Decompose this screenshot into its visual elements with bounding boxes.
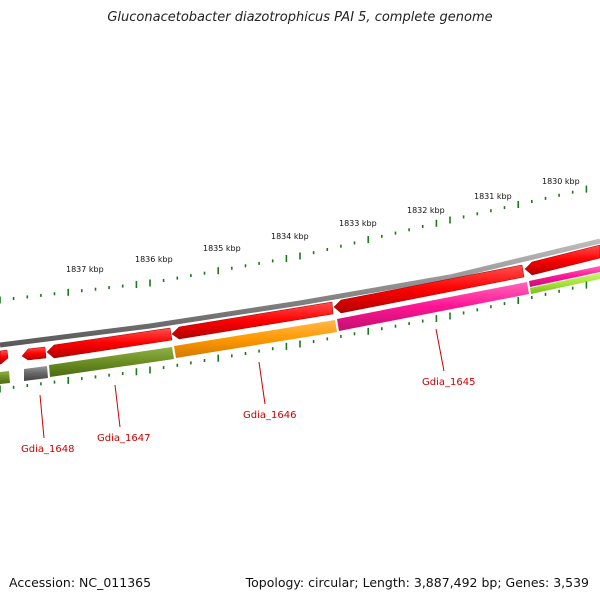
ruler-label: 1830 kbp	[542, 177, 580, 186]
ruler-label: 1832 kbp	[407, 206, 445, 215]
ruler-labels: 1837 kbp 1836 kbp 1835 kbp 1834 kbp 1833 kbp…	[66, 177, 580, 274]
ruler-ticks-inner	[0, 281, 588, 393]
gene-labels: Gdia_1648 Gdia_1647 Gdia_1646 Gdia_1645	[21, 328, 475, 455]
gene-segment-gdia-1645	[337, 282, 529, 331]
leader-line	[435, 328, 445, 372]
cds-arrow	[21, 346, 47, 361]
gene-segment-gdia-1648	[24, 366, 48, 381]
gene-label-gdia-1648: Gdia_1648	[21, 444, 74, 455]
gene-segment-gdia-1647	[49, 347, 174, 377]
cds-arrow	[171, 301, 334, 340]
leader-line	[114, 384, 121, 428]
gene-label-gdia-1645: Gdia_1645	[422, 377, 475, 388]
cds-arrow	[0, 349, 9, 365]
cds-arrow	[46, 327, 173, 359]
cds-arrow	[524, 244, 600, 276]
ruler-label: 1833 kbp	[339, 219, 377, 228]
accession-text: Accession: NC_011365	[9, 575, 152, 590]
genome-stats-text: Topology: circular; Length: 3,887,492 bp…	[245, 575, 589, 590]
ruler-label: 1836 kbp	[135, 255, 173, 264]
cds-arrow	[333, 264, 525, 314]
gene-label-gdia-1646: Gdia_1646	[243, 410, 296, 421]
gene-segment-gdia-1646	[174, 320, 337, 358]
leader-line	[39, 394, 45, 439]
ruler-label: 1835 kbp	[203, 244, 241, 253]
map-title: Gluconacetobacter diazotrophicus PAI 5, …	[107, 10, 493, 25]
gene-segment-next-lime	[530, 273, 600, 294]
ruler-ticks-outer	[0, 185, 588, 304]
gene-label-gdia-1647: Gdia_1647	[97, 433, 150, 444]
gene-segment-partial	[0, 371, 10, 384]
ruler-label: 1831 kbp	[474, 192, 512, 201]
backbone-line	[0, 238, 600, 348]
ruler-label: 1834 kbp	[271, 232, 309, 241]
ruler-label: 1837 kbp	[66, 265, 104, 274]
gene-track	[0, 266, 600, 384]
leader-line	[258, 361, 266, 405]
gene-segment-next-pink	[529, 266, 600, 287]
cds-track	[0, 244, 600, 365]
